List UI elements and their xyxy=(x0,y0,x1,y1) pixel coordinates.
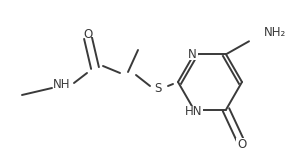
Text: S: S xyxy=(154,82,162,95)
Text: O: O xyxy=(237,138,247,151)
Bar xyxy=(236,138,248,149)
Text: NH: NH xyxy=(53,78,71,91)
Bar xyxy=(185,106,203,117)
Text: O: O xyxy=(84,27,93,40)
Text: N: N xyxy=(188,48,196,61)
Text: HN: HN xyxy=(185,105,203,118)
Text: NH₂: NH₂ xyxy=(264,26,286,39)
Bar xyxy=(53,79,71,91)
Bar xyxy=(152,82,164,93)
Bar xyxy=(82,27,94,37)
Bar xyxy=(186,49,198,60)
